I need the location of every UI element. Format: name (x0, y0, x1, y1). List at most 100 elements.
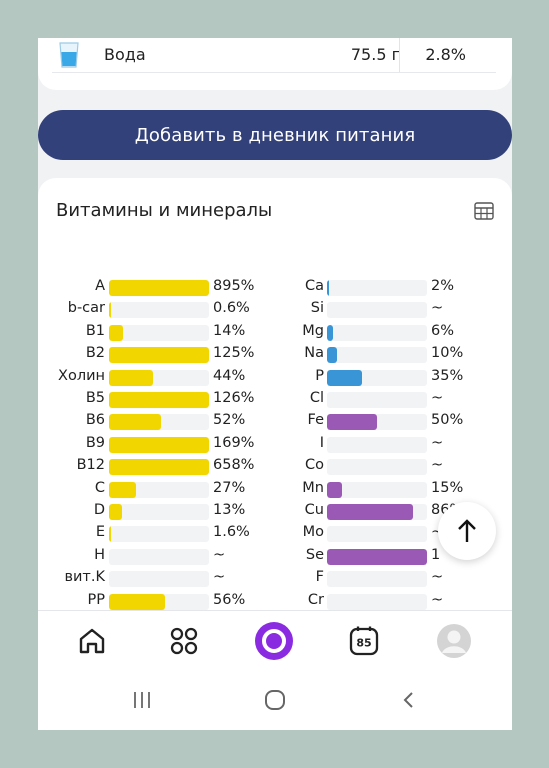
nutrient-label: B5 (85, 390, 105, 406)
nutrient-row: B5 126% (38, 389, 512, 411)
nutrient-label: Na (304, 345, 324, 362)
nutrient-bar-fill (327, 324, 333, 341)
nutrient-bar-track (327, 504, 427, 520)
nutrient-bar-fill (109, 302, 111, 319)
nutrient-label: P (315, 367, 324, 384)
nutrient-row: b-car 0.6% (38, 299, 512, 321)
nutrient-row: Se 1 (38, 546, 512, 568)
nutrient-percent: ~ (213, 569, 226, 586)
nutrient-row: Mg 6% (38, 322, 512, 344)
nutrient-bar-fill (109, 459, 209, 476)
nutrient-bar-fill (109, 436, 209, 453)
divider (52, 72, 496, 73)
nutrient-row: Mn 15% (38, 479, 512, 501)
nutrient-bar-track (109, 504, 209, 520)
back-chevron-icon (403, 692, 413, 708)
nav-home[interactable] (72, 621, 112, 661)
nutrient-label: вит.K (64, 569, 105, 586)
nutrient-percent: ~ (431, 434, 444, 451)
nutrient-bar-fill (327, 504, 413, 520)
nutrient-row: Cr ~ (38, 591, 512, 613)
nutrient-percent: 658% (213, 457, 255, 474)
nutrient-percent: 15% (431, 479, 464, 496)
nutrient-row: Cl ~ (38, 389, 512, 411)
nutrient-percent: 1 (431, 546, 441, 563)
nutrient-label: D (93, 502, 105, 518)
nutrient-bar-track (109, 593, 209, 610)
arrow-up-icon (458, 519, 476, 542)
nutrient-row: Ca 2% (38, 277, 512, 299)
water-row-card: Вода 75.5 г 2.8% (38, 38, 512, 90)
nutrient-bar-fill (327, 414, 377, 431)
nutrient-bar-fill (109, 392, 209, 408)
nutrient-bar-track (109, 526, 209, 543)
back-button[interactable] (394, 688, 424, 712)
nutrient-bar-track (327, 436, 427, 453)
nutrient-bar-fill (109, 280, 209, 296)
nutrient-bar-track (109, 302, 209, 319)
nutrient-row: Cu86% (38, 501, 512, 523)
nutrient-bar-track (109, 392, 209, 408)
nutrient-percent: ~ (213, 546, 226, 563)
nav-diary[interactable]: 85 (344, 621, 384, 661)
water-label: Вода (104, 45, 146, 64)
nutrient-bar-fill (109, 324, 123, 341)
nutrient-bar-track (109, 571, 209, 588)
nutrient-bar-fill (327, 369, 362, 386)
nutrient-label: Mn (302, 479, 324, 496)
nutrient-percent: ~ (431, 390, 444, 406)
recents-button[interactable] (127, 688, 157, 712)
nutrient-label: E (95, 524, 105, 541)
nutrient-label: A (95, 278, 105, 294)
nutrient-percent: 56% (213, 591, 246, 608)
nutrient-row: B9 169% (38, 434, 512, 456)
nutrient-label: Mg (302, 322, 324, 339)
nutrient-bar-track (109, 347, 209, 364)
nutrient-percent: ~ (431, 569, 444, 586)
nutrient-bar-track (327, 280, 427, 296)
diary-badge: 85 (356, 637, 371, 650)
nutrient-bar-fill (327, 548, 427, 565)
nutrient-percent: 44% (213, 367, 246, 384)
nutrient-label: Cr (307, 591, 324, 608)
nav-alice[interactable] (254, 621, 294, 661)
nutrient-percent: ~ (431, 457, 444, 474)
nutrient-percent: 125% (213, 345, 255, 362)
nutrient-bar-track (327, 302, 427, 319)
nutrient-label: B12 (76, 457, 105, 474)
nutrient-label: b-car (67, 300, 105, 317)
nutrient-row: B1 14% (38, 322, 512, 344)
nutrient-percent: 1.6% (213, 524, 250, 541)
nutrient-row: PP 56% (38, 591, 512, 613)
nutrient-row: вит.K ~ (38, 568, 512, 590)
nutrient-percent: 0.6% (213, 300, 250, 317)
nutrient-bar-track (109, 414, 209, 431)
nutrient-percent: 50% (431, 412, 464, 429)
water-amount: 75.5 г (350, 45, 400, 64)
nutrient-percent: 10% (431, 345, 464, 362)
nutrient-row: B6 52% (38, 411, 512, 433)
nutrient-bar-track (327, 526, 427, 543)
nutrient-percent: 169% (213, 434, 255, 451)
nutrient-row: A 895% (38, 277, 512, 299)
nutrient-bar-track (109, 324, 209, 341)
nutrient-label: Ca (304, 278, 324, 294)
nutrient-label: F (315, 569, 324, 586)
nutrient-percent: 126% (213, 390, 255, 406)
nutrient-label: Fe (307, 412, 324, 429)
nutrient-row: D 13% (38, 501, 512, 523)
nutrient-percent: 14% (213, 322, 246, 339)
nav-apps[interactable] (164, 621, 204, 661)
scroll-to-top-button[interactable] (438, 502, 496, 560)
table-view-icon[interactable] (474, 202, 494, 220)
system-home-button[interactable] (260, 688, 290, 712)
nutrient-row: B12 658% (38, 456, 512, 478)
add-to-diary-button[interactable]: Добавить в дневник питания (38, 110, 512, 160)
system-navigation-bar (38, 670, 512, 730)
nutrient-bar-track (109, 548, 209, 565)
nutrient-row: F ~ (38, 568, 512, 590)
water-percent: 2.8% (425, 45, 466, 64)
nutrient-percent: 2% (431, 278, 455, 294)
nav-profile[interactable] (434, 621, 474, 661)
grid-icon (170, 627, 198, 655)
